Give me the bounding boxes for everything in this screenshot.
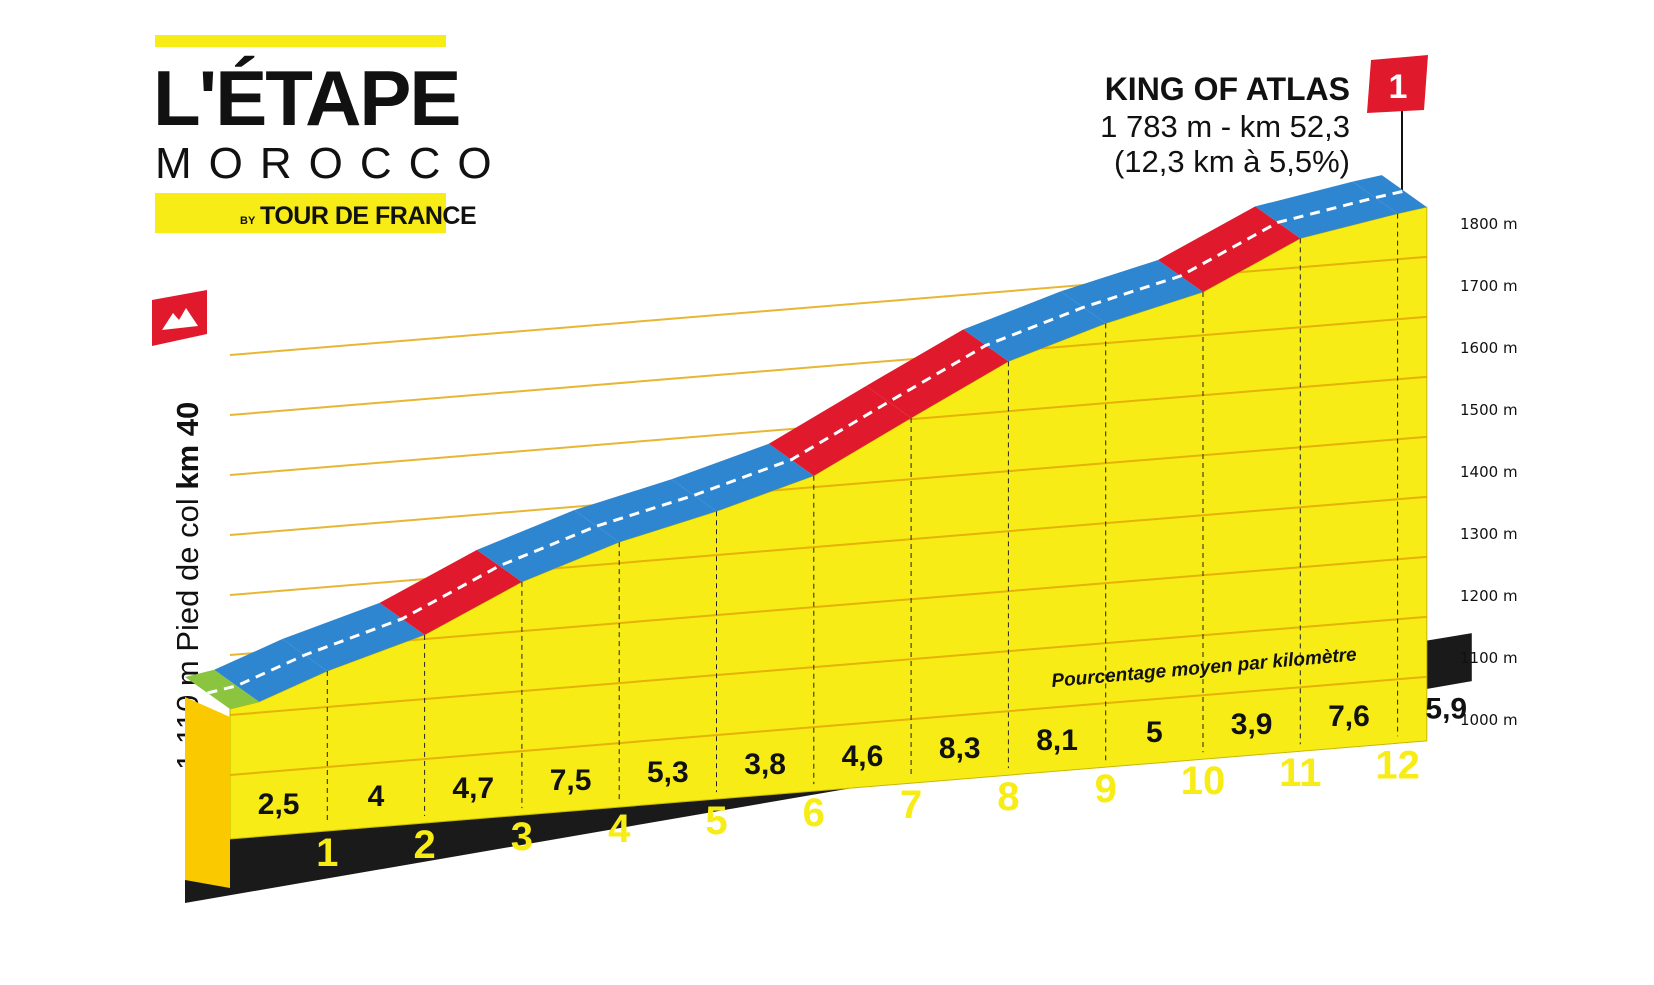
gradient-band-segment: [1352, 175, 1427, 214]
logo-by: BY: [240, 215, 256, 227]
summit-label: KING OF ATLAS 1 783 m - km 52,3 (12,3 km…: [1100, 71, 1350, 179]
y-axis-tick-label: 1800 m: [1460, 215, 1518, 233]
flag-shape: [1367, 55, 1428, 113]
altitude-guide-line: [229, 435, 1427, 536]
y-axis-tick-label: 1700 m: [1460, 277, 1518, 295]
segment-grade-label: 5: [1146, 716, 1163, 749]
segment-grade-label: 4,6: [842, 740, 884, 773]
y-axis-tick-label: 1600 m: [1460, 339, 1518, 357]
segment-grade-label: 4,7: [452, 772, 494, 805]
km-marker-label: 3: [511, 815, 533, 859]
letape-logo: L'ÉTAPE MOROCCO BY TOUR DE FRANCE: [153, 35, 509, 233]
y-axis-tick-label: 1200 m: [1460, 587, 1518, 605]
km-marker-label: 4: [608, 807, 631, 851]
altitude-guide-line: [229, 675, 1427, 776]
segment-grade-label: 8,3: [939, 732, 981, 765]
gradient-band-segment: [1255, 181, 1398, 239]
km-marker-label: 7: [900, 783, 922, 827]
start-badge-shape: [152, 290, 207, 346]
km-marker-label: 10: [1181, 759, 1226, 803]
altitude-guide-line: [229, 555, 1427, 656]
segment-grade-label: 2,5: [258, 788, 300, 821]
road-centerline: [207, 189, 1405, 695]
segment-grade-label: 7,6: [1328, 700, 1370, 733]
y-axis-tick-label: 1100 m: [1460, 649, 1518, 667]
y-axis-tick-label: 1000 m: [1460, 711, 1518, 729]
km-marker-label: 5: [705, 799, 727, 843]
profile-side-face: [185, 697, 230, 888]
km-marker-label: 12: [1375, 743, 1420, 787]
y-axis-tick-label: 1500 m: [1460, 401, 1518, 419]
mountain-icon: [162, 308, 198, 330]
km-marker-label: 1: [316, 831, 338, 875]
gradient-band-segment: [185, 669, 260, 709]
flag-category: 1: [1389, 68, 1408, 106]
segment-grade-label: 5,9: [1425, 692, 1467, 725]
logo-brand: TOUR DE FRANCE: [260, 202, 476, 230]
segment-grade-label: 4: [368, 780, 385, 813]
segment-grade-label: 5,3: [647, 756, 689, 789]
y-axis-tick-label: 1400 m: [1460, 463, 1518, 481]
km-marker-label: 11: [1279, 751, 1321, 795]
km-marker-label: 2: [413, 823, 435, 867]
gradient-band-segment: [476, 510, 620, 582]
start-km-label: km 40: [170, 402, 205, 490]
gradient-band-segment: [214, 639, 328, 702]
y-axis-tick-label: 1300 m: [1460, 525, 1518, 543]
gradient-band-segment: [1158, 206, 1301, 293]
summit-stats: (12,3 km à 5,5%): [1114, 144, 1350, 179]
summit-altitude: 1 783 m - km 52,3: [1100, 109, 1350, 144]
profile-front-face: [229, 206, 1428, 840]
logo-top-bar: [155, 35, 446, 47]
altitude-guide-line: [229, 315, 1427, 416]
logo-title: L'ÉTAPE: [153, 54, 459, 142]
km-marker-label: 8: [997, 775, 1019, 819]
km-marker-label: 6: [803, 791, 825, 835]
altitude-guide-line: [229, 615, 1427, 716]
segment-grade-label: 3,8: [744, 748, 786, 781]
profile-layer: 2,5 4 4,7 7,5 5,3 3,8 4,6 8,3 8,1 5 3,9 7,6 5,91 2 3 4 5…: [185, 175, 1472, 903]
y-axis: 1000 m 1100 m 1200 m 1300 m 1400 m 1500 m 1600…: [1460, 215, 1518, 729]
gradient-band-segment: [574, 479, 717, 543]
segment-grade-label: 8,1: [1036, 724, 1078, 757]
start-badge: [152, 290, 207, 346]
km-marker-label: 9: [1095, 767, 1117, 811]
logo-bottom-bar: [155, 193, 446, 233]
summit-category-flag: 1: [1367, 55, 1428, 224]
segment-grade-label: 3,9: [1231, 708, 1273, 741]
summit-name: KING OF ATLAS: [1105, 71, 1350, 107]
segment-grade-label: 7,5: [550, 764, 592, 797]
logo-subtitle: MOROCCO: [155, 139, 509, 188]
